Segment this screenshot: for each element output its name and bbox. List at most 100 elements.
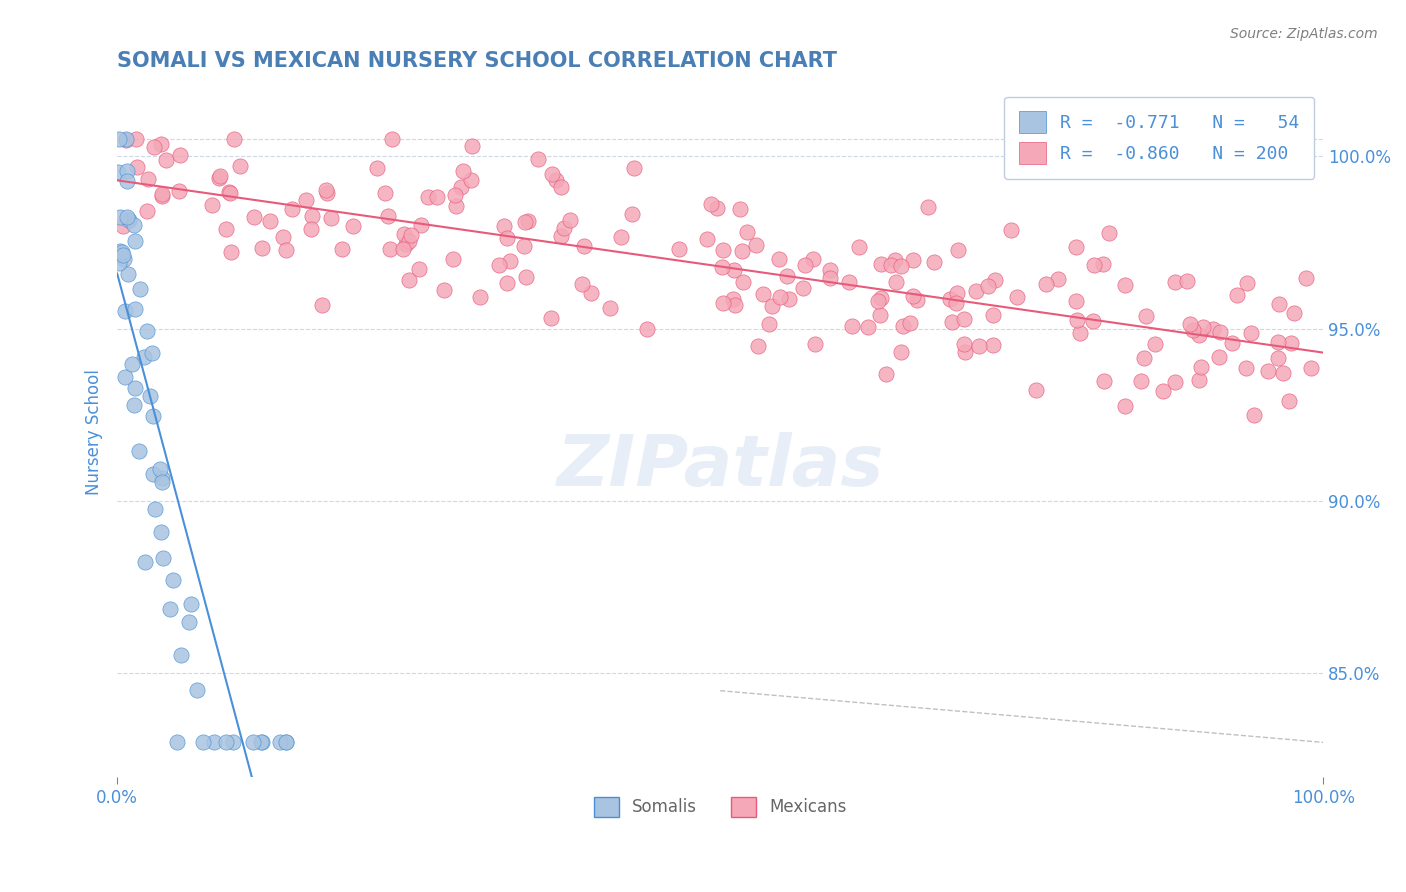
Point [139, 389, 162, 403]
Point [460, 173, 482, 187]
Point [150, 475, 173, 490]
Point [1234, 360, 1257, 375]
Point [890, 344, 912, 359]
Point [609, 230, 631, 244]
Point [443, 187, 465, 202]
Point [451, 164, 474, 178]
Point [1035, 277, 1057, 291]
Point [112, 248, 135, 262]
Point [1130, 374, 1153, 388]
Point [1271, 366, 1294, 380]
Point [668, 243, 690, 257]
Point [768, 252, 790, 266]
Point [316, 186, 339, 200]
Point [731, 244, 754, 258]
Point [778, 292, 800, 306]
Point [274, 735, 297, 749]
Point [342, 219, 364, 233]
Point [122, 219, 145, 233]
Point [513, 238, 536, 252]
Point [143, 502, 166, 516]
Point [945, 285, 967, 300]
Point [917, 200, 939, 214]
Point [1267, 351, 1289, 366]
Point [711, 260, 734, 274]
Point [186, 682, 208, 697]
Point [124, 301, 146, 316]
Text: ZIPatlas: ZIPatlas [557, 432, 884, 501]
Point [1295, 271, 1317, 285]
Point [201, 198, 224, 212]
Point [1046, 272, 1069, 286]
Point [905, 293, 928, 307]
Point [747, 339, 769, 353]
Point [841, 319, 863, 334]
Point [723, 263, 745, 277]
Point [711, 296, 734, 310]
Point [870, 291, 893, 305]
Point [170, 648, 193, 662]
Point [169, 148, 191, 162]
Point [696, 232, 718, 246]
Point [869, 258, 891, 272]
Point [735, 225, 758, 239]
Point [450, 180, 472, 194]
Point [713, 243, 735, 257]
Point [315, 183, 337, 197]
Point [981, 308, 1004, 322]
Point [1114, 399, 1136, 413]
Point [1208, 351, 1230, 365]
Point [118, 213, 141, 227]
Point [398, 234, 420, 248]
Point [884, 253, 907, 268]
Point [180, 597, 202, 611]
Point [228, 159, 250, 173]
Point [700, 197, 723, 211]
Point [1064, 240, 1087, 254]
Point [965, 285, 987, 299]
Point [152, 551, 174, 566]
Point [1164, 275, 1187, 289]
Point [179, 615, 201, 629]
Point [124, 234, 146, 248]
Point [984, 272, 1007, 286]
Point [111, 245, 134, 260]
Point [875, 367, 897, 381]
Point [901, 252, 924, 267]
Point [515, 270, 537, 285]
Point [117, 213, 139, 227]
Point [142, 409, 165, 423]
Point [553, 220, 575, 235]
Point [752, 287, 775, 301]
Point [793, 258, 815, 272]
Point [311, 298, 333, 312]
Point [149, 136, 172, 151]
Point [208, 171, 231, 186]
Point [1180, 317, 1202, 331]
Point [550, 229, 572, 244]
Point [1175, 274, 1198, 288]
Point [858, 320, 880, 334]
Point [252, 735, 274, 749]
Point [721, 293, 744, 307]
Point [880, 258, 903, 272]
Point [1066, 313, 1088, 327]
Point [224, 132, 246, 146]
Point [276, 735, 298, 749]
Point [243, 210, 266, 224]
Point [461, 139, 484, 153]
Point [150, 524, 173, 539]
Point [558, 212, 581, 227]
Point [818, 270, 841, 285]
Point [155, 153, 177, 167]
Point [134, 351, 156, 365]
Point [488, 258, 510, 272]
Point [215, 735, 238, 749]
Point [801, 252, 824, 266]
Point [1025, 383, 1047, 397]
Point [112, 219, 135, 233]
Point [259, 214, 281, 228]
Point [141, 346, 163, 360]
Point [1083, 314, 1105, 328]
Text: Source: ZipAtlas.com: Source: ZipAtlas.com [1230, 27, 1378, 41]
